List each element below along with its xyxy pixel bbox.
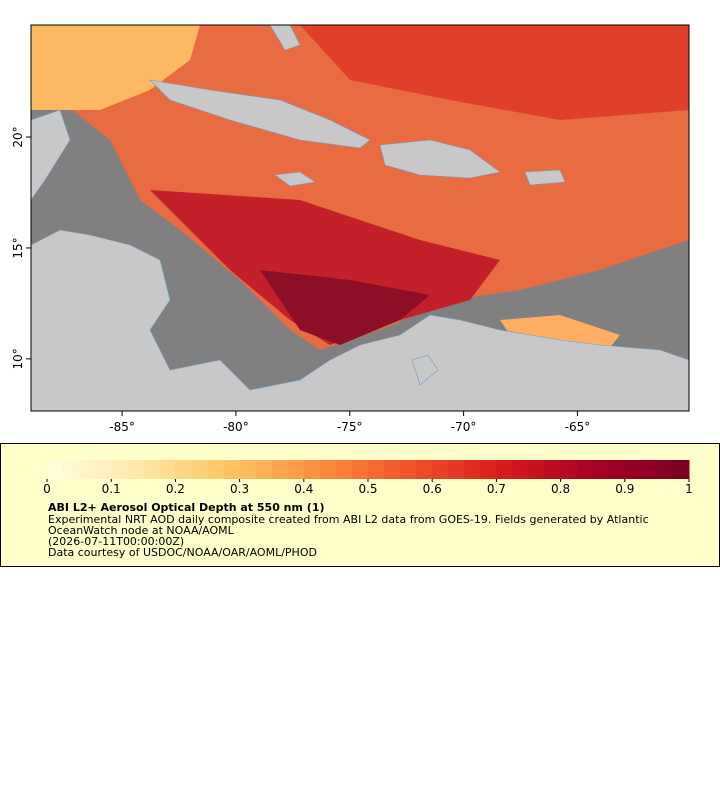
legend-credit: Data courtesy of USDOC/NOAA/OAR/AOML/PHO… [48,546,317,559]
aerosol-area [260,270,430,345]
colorbar-swatch [464,460,481,479]
colorbar-swatch [143,460,160,479]
colorbar-tick-label: 0.2 [166,482,185,496]
colorbar-swatch [63,460,80,479]
colorbar-swatch [111,460,128,479]
colorbar-swatch [528,460,546,479]
colorbar-tick-label: 0.6 [423,482,442,496]
colorbar-swatch [127,460,144,479]
colorbar-swatch [319,460,337,479]
y-tick-label: 20° [11,126,25,147]
colorbar-swatch [432,460,449,479]
colorbar-swatch [79,460,96,479]
x-tick-label: -75° [337,420,363,434]
colorbar-swatch [416,460,433,479]
colorbar-swatch [351,460,369,479]
colorbar-tick-label: 0.1 [102,482,121,496]
land [31,25,689,411]
map-layers [31,25,689,411]
legend-description: OceanWatch node at NOAA/AOML [48,524,235,537]
colorbar-swatch [576,460,594,479]
colorbar-swatch [624,460,642,479]
colorbar-swatch [335,460,353,479]
x-tick-label: -65° [565,420,591,434]
colorbar-tick-label: 0.4 [294,482,313,496]
legend-description: Experimental NRT AOD daily composite cre… [48,513,649,526]
colorbar-swatch [608,460,626,479]
colorbar-swatch [448,460,465,479]
colorbar-tick-label: 0.7 [487,482,506,496]
x-tick-label: -70° [451,420,477,434]
axes: -85° -80° -75° -70° -65° 10° 15° 20° [11,126,590,434]
colorbar-swatch [95,460,112,479]
y-tick-label: 10° [11,348,25,369]
colorbar-swatch [480,460,497,479]
colorbar-swatch [592,460,610,479]
colorbar-swatch [239,460,257,479]
colorbar-tick-label: 0 [43,482,51,496]
colorbar-swatch [207,460,225,479]
legend-time: (2026-07-11T00:00:00Z) [48,535,184,548]
colorbar-swatch [47,460,64,479]
colorbar-swatch [255,460,273,479]
colorbar-swatch [223,460,241,479]
colorbar-swatch [560,460,578,479]
colorbar-swatch [159,460,176,479]
colorbar-tick-label: 0.5 [358,482,377,496]
legend-title: ABI L2+ Aerosol Optical Depth at 550 nm … [48,501,325,514]
colorbar-swatch [640,460,658,479]
map-frame [30,24,690,412]
colorbar-swatch [287,460,305,479]
x-tick-label: -85° [109,420,135,434]
colorbar-swatch [400,460,417,479]
colorbar-tick-label: 0.3 [230,482,249,496]
colorbar-swatch [384,460,401,479]
colorbar-tick-label: 0.8 [551,482,570,496]
colorbar-swatch [191,460,208,479]
colorbar-swatch [271,460,289,479]
colorbar-swatch [175,460,192,479]
colorbar: 0 0.1 0.2 0.3 0.4 0.5 0.6 0.7 0.8 0.9 1 [43,460,693,496]
colorbar-swatch [544,460,562,479]
colorbar-swatch [512,460,529,479]
colorbar-tick-label: 1 [685,482,693,496]
colorbar-swatch [672,460,690,479]
y-tick-label: 15° [11,237,25,258]
colorbar-swatch [303,460,321,479]
colorbar-swatch [656,460,674,479]
aerosol-area [31,25,200,110]
colorbar-tick-label: 0.9 [615,482,634,496]
aerosol-area [300,25,689,120]
colorbar-swatch [496,460,513,479]
x-tick-label: -80° [223,420,249,434]
colorbar-swatch [368,460,385,479]
